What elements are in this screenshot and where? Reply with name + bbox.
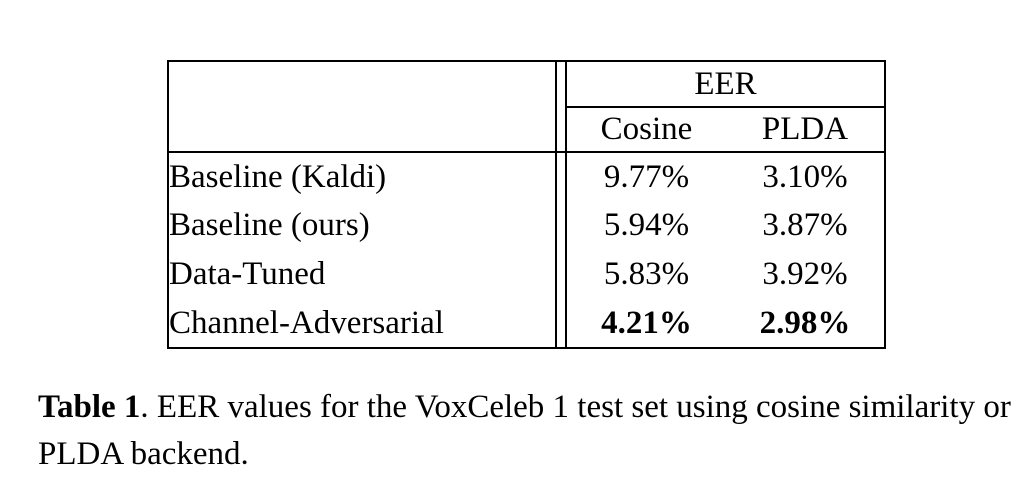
- cosine-value: 5.83%: [603, 256, 690, 292]
- caption-label: Table 1: [38, 389, 141, 425]
- double-rule-spacer: [555, 201, 567, 250]
- column-header-row: Cosine PLDA: [168, 107, 885, 153]
- row-label: Channel-Adversarial: [169, 304, 444, 341]
- eer-results-table: EER Cosine PLDA Baseline (Kaldi) 9.77% 3…: [167, 60, 886, 349]
- row-label: Baseline (ours): [169, 207, 370, 243]
- double-rule-spacer: [555, 299, 567, 348]
- plda-value: 3.92%: [762, 256, 848, 292]
- row-label: Data-Tuned: [169, 256, 326, 292]
- empty-corner-cell: [168, 61, 556, 153]
- table-row: Baseline (Kaldi) 9.77% 3.10%: [168, 152, 885, 201]
- cosine-value: 9.77%: [603, 158, 690, 195]
- table-caption: Table 1. EER values for the VoxCeleb 1 t…: [38, 384, 1023, 478]
- double-rule-spacer: [555, 107, 567, 153]
- cosine-value: 5.94%: [603, 207, 690, 243]
- column-header-plda: PLDA: [726, 107, 885, 153]
- table-row: Channel-Adversarial 4.21% 2.98%: [168, 299, 885, 348]
- table-row: Baseline (ours) 5.94% 3.87%: [168, 201, 885, 250]
- caption-text: . EER values for the VoxCeleb 1 test set…: [38, 389, 1011, 472]
- plda-value: 3.87%: [762, 207, 848, 243]
- table-row: Data-Tuned 5.83% 3.92%: [168, 250, 885, 299]
- group-header-row: EER: [168, 61, 885, 153]
- eer-group-header: EER: [566, 61, 885, 108]
- plda-value: 3.10%: [762, 158, 848, 195]
- results-table-container: EER Cosine PLDA Baseline (Kaldi) 9.77% 3…: [167, 60, 886, 349]
- row-label: Baseline (Kaldi): [169, 158, 387, 195]
- column-header-cosine: Cosine: [566, 107, 726, 153]
- double-rule-spacer: [555, 250, 567, 299]
- double-rule-spacer: [555, 152, 567, 201]
- cosine-value-best: 4.21%: [601, 304, 692, 341]
- double-rule-spacer: [555, 61, 567, 107]
- plda-value-best: 2.98%: [759, 304, 851, 341]
